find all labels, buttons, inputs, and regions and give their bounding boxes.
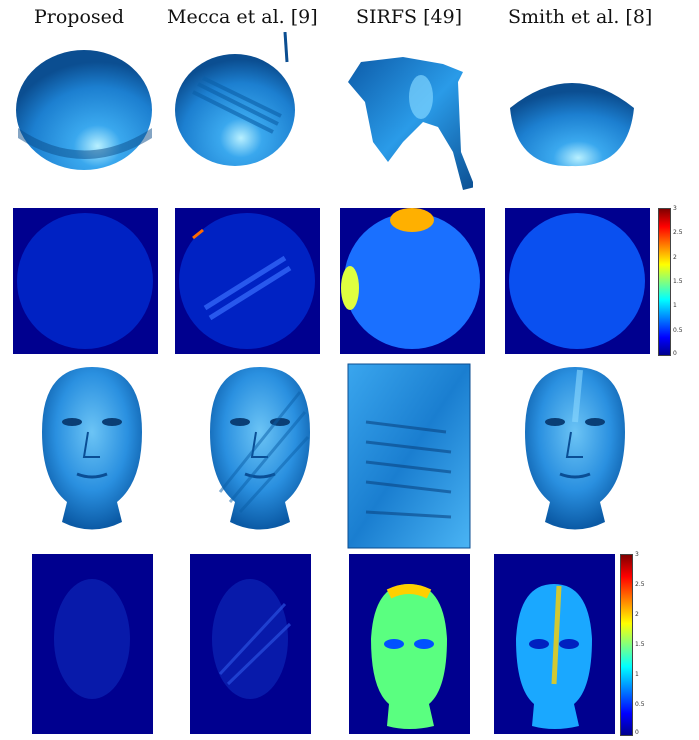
column-header-mecca: Mecca et al. [9]: [167, 6, 318, 28]
face-error-map-proposed: [32, 554, 153, 734]
colorbar-sphere: [658, 208, 671, 356]
colorbar-sphere-tick: 2: [673, 254, 677, 261]
face-reconstruction-sirfs: [346, 362, 472, 550]
sphere-reconstruction-sirfs: [343, 42, 473, 192]
column-header-proposed: Proposed: [34, 6, 125, 28]
sphere-reconstruction-smith: [508, 68, 636, 168]
colorbar-sphere-tick: 0: [673, 350, 677, 357]
colorbar-face-tick: 0.5: [635, 701, 645, 708]
sphere-error-map-mecca: [175, 208, 320, 354]
colorbar-face-tick: 0: [635, 729, 639, 736]
colorbar-sphere-tick: 3: [673, 205, 677, 212]
column-header-sirfs: SIRFS [49]: [356, 6, 463, 28]
face-reconstruction-smith: [505, 362, 645, 537]
face-error-map-mecca: [190, 554, 311, 734]
colorbar-face: [620, 554, 633, 736]
colorbar-sphere-tick: 1: [673, 302, 677, 309]
face-reconstruction-mecca: [190, 362, 330, 537]
face-error-map-smith: [494, 554, 615, 734]
face-reconstruction-proposed: [22, 362, 162, 537]
sphere-reconstruction-mecca: [173, 32, 298, 182]
sphere-error-map-smith: [505, 208, 650, 354]
column-header-smith: Smith et al. [8]: [508, 6, 653, 28]
sphere-reconstruction-proposed: [12, 48, 157, 178]
colorbar-sphere-tick: 0.5: [673, 327, 683, 334]
face-error-map-sirfs: [349, 554, 470, 734]
colorbar-sphere-tick: 1.5: [673, 278, 683, 285]
colorbar-face-tick: 2.5: [635, 581, 645, 588]
colorbar-face-tick: 2: [635, 611, 639, 618]
sphere-error-map-sirfs: [340, 208, 485, 354]
sphere-error-map-proposed: [13, 208, 158, 354]
colorbar-face-tick: 1: [635, 671, 639, 678]
colorbar-face-tick: 3: [635, 551, 639, 558]
colorbar-sphere-tick: 2.5: [673, 229, 683, 236]
colorbar-face-tick: 1.5: [635, 641, 645, 648]
